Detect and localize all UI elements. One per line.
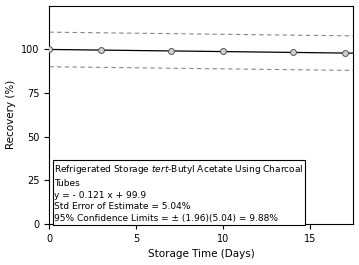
Point	[290, 50, 295, 54]
Point	[168, 49, 174, 53]
Point	[46, 47, 52, 51]
Text: Refrigerated Storage $\it{tert}$-Butyl Acetate Using Charcoal
Tubes
y = - 0.121 : Refrigerated Storage $\it{tert}$-Butyl A…	[55, 163, 304, 223]
Y-axis label: Recovery (%): Recovery (%)	[5, 80, 15, 149]
Point	[342, 51, 348, 55]
Point	[98, 48, 104, 52]
Point	[220, 49, 226, 54]
X-axis label: Storage Time (Days): Storage Time (Days)	[148, 249, 255, 259]
